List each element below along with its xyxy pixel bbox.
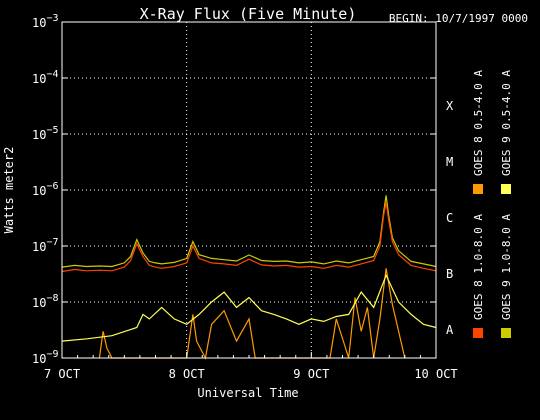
y-tick-label: 10−8 bbox=[32, 293, 59, 310]
y-tick-label: 10−7 bbox=[32, 237, 59, 254]
x-tick-label: 9 OCT bbox=[293, 367, 329, 381]
y-axis: 10−9 10−8 10−7 10−6 10−5 10−4 10−3 bbox=[32, 13, 436, 366]
x-tick-label: 7 OCT bbox=[44, 367, 80, 381]
series-line bbox=[61, 195, 437, 268]
series-line bbox=[61, 273, 437, 342]
legend-label: GOES 9 1.0-8.0 A bbox=[500, 214, 513, 320]
flare-class-label: X bbox=[446, 99, 454, 113]
x-axis: 7 OCT 8 OCT 9 OCT 10 OCT bbox=[44, 352, 458, 381]
legend-label: GOES 8 1.0-8.0 A bbox=[472, 214, 485, 320]
legend-swatch bbox=[473, 184, 483, 194]
y-axis-label: Watts meter2 bbox=[2, 147, 16, 234]
chart-title: X-Ray Flux (Five Minute) bbox=[140, 5, 357, 23]
legend-swatch bbox=[501, 328, 511, 338]
y-tick-label: 10−9 bbox=[32, 349, 59, 366]
series-layer bbox=[61, 195, 437, 360]
legend-label: GOES 9 0.5-4.0 A bbox=[500, 70, 513, 176]
flare-class-label: C bbox=[446, 211, 453, 225]
legend-swatch bbox=[473, 328, 483, 338]
y-tick-label: 10−5 bbox=[32, 125, 59, 142]
flare-class-label: A bbox=[446, 323, 454, 337]
begin-label: BEGIN: 10/7/1997 0000 bbox=[389, 12, 528, 25]
y-tick-label: 10−4 bbox=[32, 69, 59, 86]
y-tick-label: 10−3 bbox=[32, 13, 59, 30]
flare-class-label: M bbox=[446, 155, 453, 169]
legend-swatch bbox=[501, 184, 511, 194]
x-tick-label: 10 OCT bbox=[414, 367, 457, 381]
flare-class-axis: X M C B A bbox=[446, 99, 454, 337]
legend: GOES 8 1.0-8.0 A GOES 8 0.5-4.0 A GOES 9 1… bbox=[472, 70, 513, 338]
series-line bbox=[61, 202, 437, 273]
flare-class-label: B bbox=[446, 267, 453, 281]
legend-label: GOES 8 0.5-4.0 A bbox=[472, 70, 485, 176]
y-tick-label: 10−6 bbox=[32, 181, 59, 198]
x-tick-label: 8 OCT bbox=[169, 367, 205, 381]
x-axis-label: Universal Time bbox=[197, 386, 298, 400]
series-line bbox=[98, 268, 406, 360]
grid-lines bbox=[62, 22, 436, 358]
